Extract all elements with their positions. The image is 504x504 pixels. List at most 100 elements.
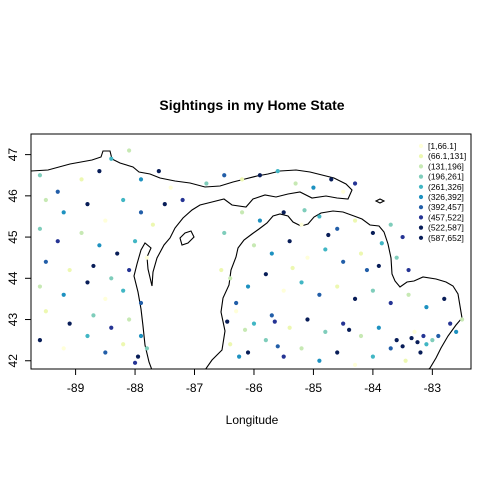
sighting-point [418, 350, 423, 355]
sighting-point [109, 325, 114, 330]
sighting-point [103, 218, 108, 223]
sighting-point [275, 169, 280, 174]
sighting-point [317, 292, 322, 297]
sighting-point [228, 276, 233, 281]
sighting-point [97, 243, 102, 248]
sighting-point [400, 344, 405, 349]
sighting-point [79, 177, 84, 182]
sighting-point [251, 321, 257, 326]
sighting-point [370, 354, 375, 359]
sighting-point [364, 267, 370, 273]
sighting-point [121, 197, 126, 203]
sighting-point [403, 358, 408, 363]
sighting-point [388, 222, 393, 227]
sighting-point [421, 333, 426, 339]
sighting-point [43, 197, 48, 203]
sighting-point [406, 292, 411, 297]
sighting-point [228, 342, 233, 347]
sighting-point [237, 354, 242, 359]
sighting-point [168, 185, 173, 190]
sighting-point [317, 358, 322, 363]
y-tick-label: 46 [6, 189, 20, 203]
legend-swatch [418, 143, 424, 149]
sighting-point [326, 232, 331, 238]
sighting-point [269, 251, 274, 256]
sighting-point [135, 354, 141, 359]
sighting-point [305, 255, 310, 260]
sighting-point [341, 189, 346, 194]
y-tick-label: 42 [6, 354, 20, 368]
sighting-point [245, 284, 251, 289]
sighting-point [263, 272, 268, 277]
sighting-point [156, 169, 161, 174]
sighting-point [67, 321, 72, 326]
sighting-point [281, 210, 286, 215]
sighting-point [424, 305, 429, 310]
sighting-point [358, 333, 364, 339]
sighting-point [138, 333, 144, 339]
sighting-point [317, 214, 322, 219]
sighting-point [234, 300, 239, 306]
sighting-point [55, 189, 60, 194]
legend-swatch [418, 194, 424, 200]
legend-swatch [418, 225, 424, 230]
sighting-point [400, 234, 405, 240]
x-tick-label: -87 [186, 381, 204, 395]
y-tick-label: 47 [6, 148, 20, 162]
sighting-point [61, 292, 66, 297]
sighting-point [132, 360, 138, 365]
x-tick-label: -88 [126, 381, 144, 395]
sighting-point [388, 300, 393, 306]
sighting-point [109, 156, 114, 161]
sighting-point [180, 197, 185, 203]
sighting-point [347, 327, 352, 332]
sighting-point [222, 230, 227, 236]
sighting-point [150, 222, 155, 227]
sighting-point [335, 350, 340, 355]
sighting-point [352, 181, 358, 186]
sighting-point [394, 255, 399, 260]
sighting-point [415, 340, 420, 345]
sighting-point [281, 288, 286, 293]
sighting-point [55, 239, 60, 244]
x-tick-label: -89 [67, 381, 85, 395]
sighting-points [37, 148, 465, 367]
sighting-point [37, 338, 43, 343]
legend-label: (261,326] [428, 182, 464, 192]
sighting-point [412, 329, 417, 334]
sighting-point [257, 218, 263, 223]
sighting-point [275, 344, 280, 349]
sighting-point [67, 267, 72, 273]
sighting-point [430, 338, 435, 343]
x-tick-label: -83 [424, 381, 442, 395]
sighting-point [406, 267, 411, 273]
sighting-point [341, 321, 346, 326]
legend-label: (131,196] [428, 161, 464, 171]
x-tick-label: -85 [305, 381, 323, 395]
sighting-point [103, 296, 108, 302]
sighting-point [376, 325, 381, 330]
sighting-point [85, 333, 90, 339]
legend-swatch [418, 205, 424, 210]
sighting-point [239, 210, 245, 215]
sighting-point [85, 280, 90, 285]
sighting-point [448, 321, 453, 326]
sighting-point [138, 210, 144, 215]
sighting-point [302, 208, 307, 213]
sighting-point [61, 210, 66, 215]
sighting-point [424, 342, 429, 347]
sighting-point [43, 309, 48, 314]
x-axis-label: Longitude [226, 413, 279, 427]
sighting-point [85, 201, 90, 207]
legend-label: (587,652] [428, 233, 464, 243]
sighting-point [370, 288, 375, 293]
sighting-point [299, 280, 304, 285]
sighting-point [442, 296, 447, 302]
sighting-point [323, 247, 328, 252]
sighting-point [287, 325, 292, 330]
sighting-point [454, 329, 459, 334]
sighting-point [281, 354, 286, 359]
sighting-point [251, 243, 257, 248]
legend-swatch [418, 235, 424, 240]
